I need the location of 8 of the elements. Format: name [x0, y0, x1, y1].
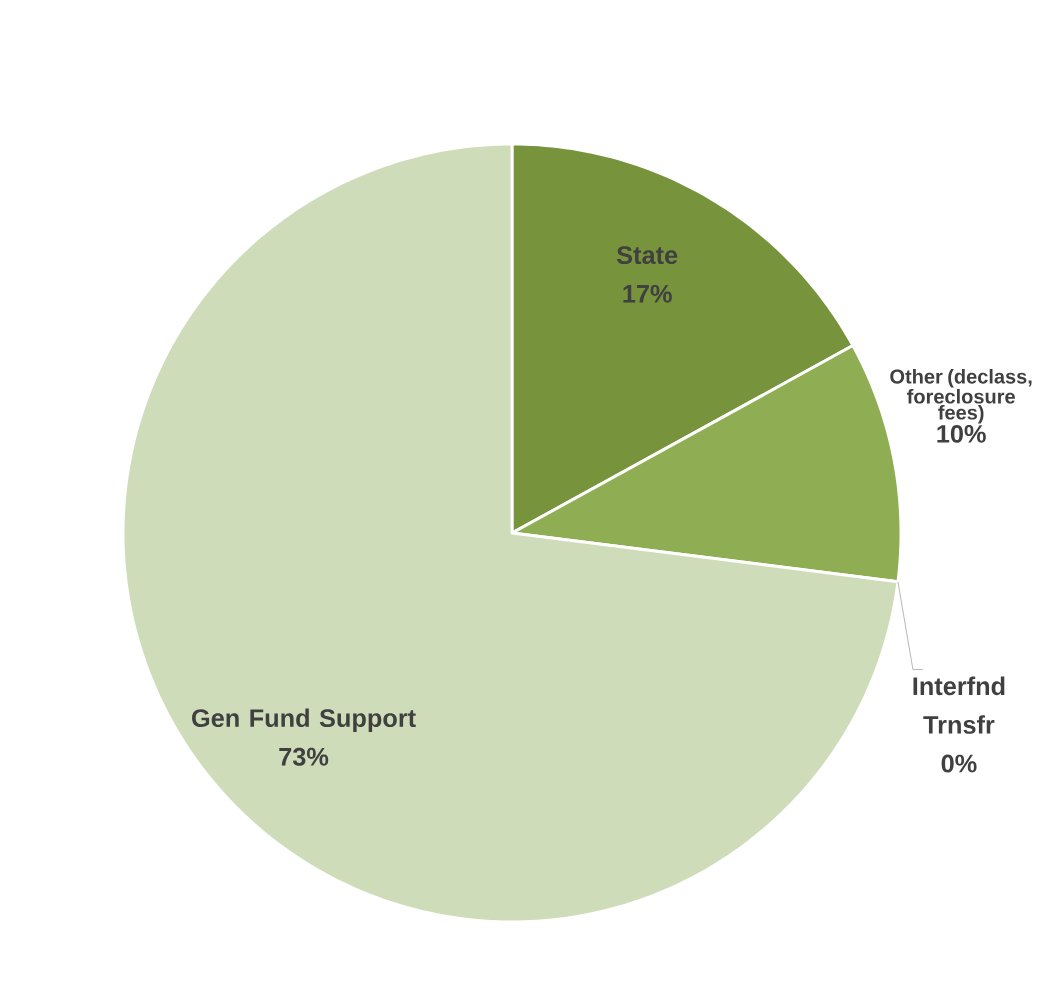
category-label: Interfnd Trnsfr	[913, 676, 1005, 734]
data-label: 10%	[937, 424, 986, 443]
text: 0%	[941, 754, 977, 773]
slice-label: Other (declass, foreclosure fees)	[890, 368, 1032, 424]
slice-label: State	[616, 246, 678, 265]
data-label: 17%	[623, 284, 672, 303]
slice-label: Gen Fund Support	[192, 708, 416, 733]
data-label: 73%	[279, 747, 329, 766]
